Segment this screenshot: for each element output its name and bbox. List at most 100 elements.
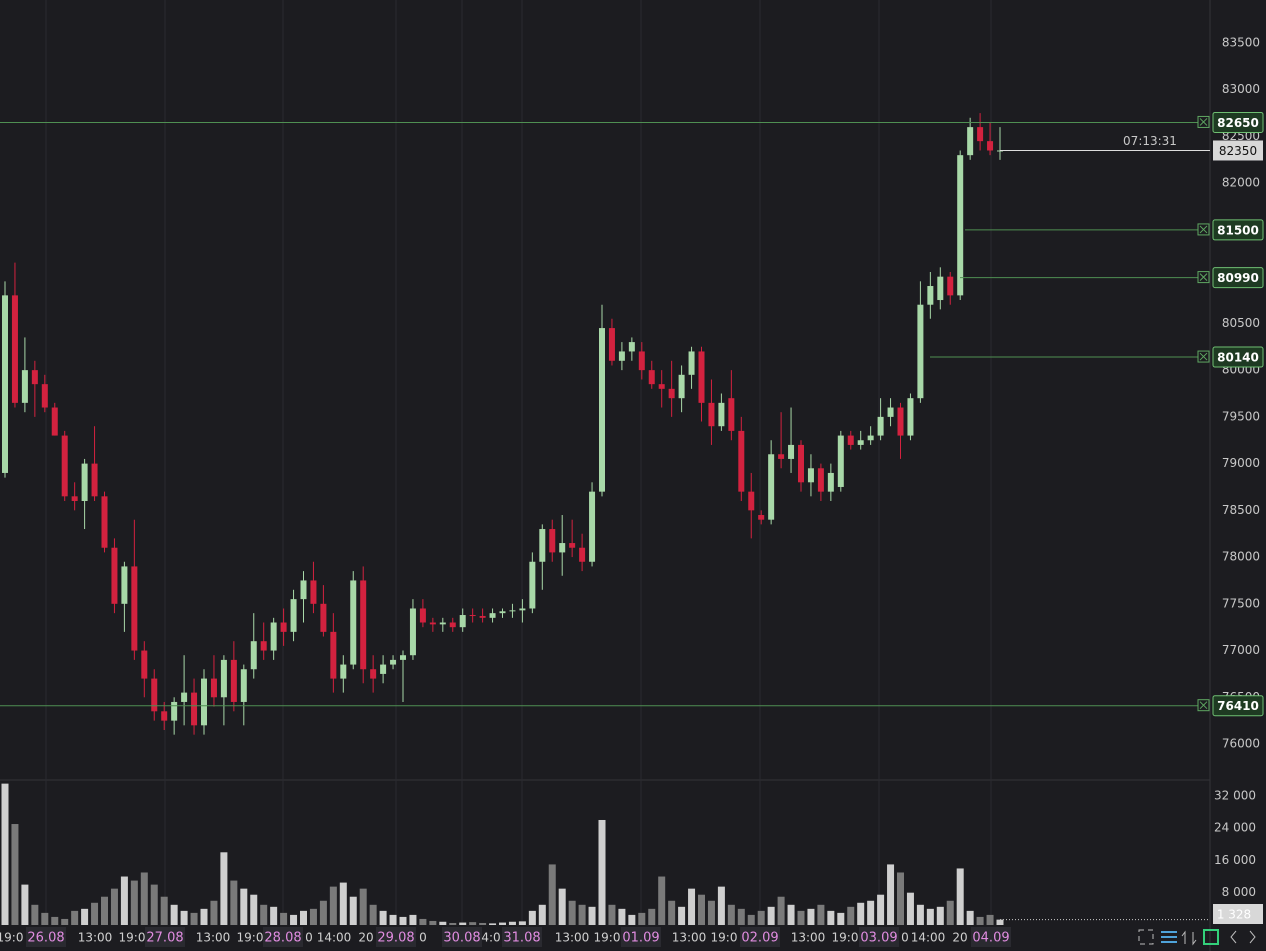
level-box <box>1212 346 1264 368</box>
settings-button[interactable] <box>1161 931 1177 943</box>
volume-bar <box>130 880 138 925</box>
volume-bar <box>568 900 576 925</box>
volume-bar <box>379 910 387 925</box>
volume-bar <box>608 904 616 925</box>
x-time-label: 14:00 <box>911 931 946 945</box>
date-label-bg <box>971 927 1011 947</box>
candle-body <box>350 580 357 665</box>
scale-button[interactable] <box>1181 930 1197 946</box>
volume-bar <box>916 904 924 925</box>
volume-bar <box>170 904 178 925</box>
candle-body <box>967 127 974 156</box>
volume-bar <box>280 912 288 925</box>
candle-body <box>81 463 88 501</box>
candle-body <box>419 608 426 623</box>
x-time-label: 13:00 <box>791 931 826 945</box>
volume-bar <box>956 868 964 925</box>
candle-body <box>250 641 257 670</box>
volume-bar <box>668 900 676 925</box>
candle-body <box>320 603 327 632</box>
candle-body <box>788 444 795 459</box>
candle-body <box>539 529 546 562</box>
candle-body <box>927 286 934 305</box>
candle-body <box>300 580 307 600</box>
candle-body <box>439 622 446 625</box>
x-time-label: 4:0 <box>481 931 500 945</box>
y-tick-label: 77000 <box>1222 643 1260 657</box>
candle-body <box>867 435 874 441</box>
candle-body <box>708 402 715 427</box>
candle-body <box>230 659 237 702</box>
candle-body <box>857 440 864 445</box>
volume-bar <box>936 906 944 925</box>
volume-bar <box>817 904 825 925</box>
candle-body <box>390 659 397 665</box>
candle-body <box>698 351 705 403</box>
volume-bar <box>867 900 875 925</box>
candle-body <box>409 608 416 656</box>
candle-body <box>380 664 387 674</box>
x-date-label: 31.08 <box>503 931 540 946</box>
candle-body <box>917 304 924 399</box>
volume-bar <box>290 914 298 925</box>
volume-bar <box>230 880 238 925</box>
candle-body <box>559 543 566 553</box>
candle-body <box>459 615 466 628</box>
level-label: 82650 <box>1217 116 1259 130</box>
candle-body <box>728 398 735 431</box>
candle-body <box>957 155 964 296</box>
y-tick-label: 76000 <box>1222 737 1260 751</box>
level-close-icon <box>1197 271 1210 284</box>
level-close-x <box>1199 701 1208 710</box>
candle-body <box>360 580 367 670</box>
level-box <box>1212 695 1264 717</box>
y-tick-label: 79000 <box>1222 456 1260 470</box>
y-tick-label: 78000 <box>1222 550 1260 564</box>
candle-body <box>648 370 655 385</box>
volume-bar <box>827 910 835 925</box>
candle-body <box>579 547 586 562</box>
y-tick-label: 79500 <box>1222 409 1260 423</box>
level-close-icon <box>1197 699 1210 712</box>
volume-bar <box>887 864 895 925</box>
volume-bar <box>91 902 99 925</box>
scroll-buttons[interactable] <box>1230 930 1256 944</box>
candle-body <box>519 608 526 611</box>
x-date-label: 29.08 <box>377 931 414 946</box>
volume-bar <box>946 900 954 925</box>
x-date-label: 04.09 <box>972 931 1009 946</box>
candle-body <box>2 295 8 473</box>
volume-bar <box>658 876 666 925</box>
volume-tick-label: 8 000 <box>1222 885 1256 899</box>
x-date-label: 01.09 <box>622 931 659 946</box>
date-label-bg <box>376 927 416 947</box>
expand-button[interactable] <box>1203 929 1219 945</box>
volume-bar <box>877 894 885 925</box>
volume-bar <box>857 902 865 925</box>
level-label: 81500 <box>1217 223 1259 237</box>
volume-bar <box>588 906 596 925</box>
x-date-label: 26.08 <box>27 931 64 946</box>
y-tick-label: 83000 <box>1222 82 1260 96</box>
candle-body <box>290 599 297 632</box>
candle-body <box>21 370 28 403</box>
volume-bar <box>240 888 248 925</box>
candle-body <box>877 416 884 436</box>
volume-bar <box>190 912 198 925</box>
volume-bar <box>787 904 795 925</box>
volume-bar <box>518 921 526 925</box>
fullscreen-button[interactable] <box>1138 929 1154 945</box>
level-close-icon <box>1197 115 1210 128</box>
volume-bar <box>837 912 845 925</box>
volume-bar <box>757 910 765 925</box>
volume-bar <box>210 900 218 925</box>
volume-bar <box>648 908 656 925</box>
volume-bar <box>429 920 437 925</box>
volume-bar <box>558 888 566 925</box>
date-label-bg <box>502 927 542 947</box>
x-time-label: 19:0 <box>119 931 146 945</box>
candle-body <box>429 622 436 625</box>
volume-bar <box>160 896 168 925</box>
candle-body <box>589 491 596 562</box>
